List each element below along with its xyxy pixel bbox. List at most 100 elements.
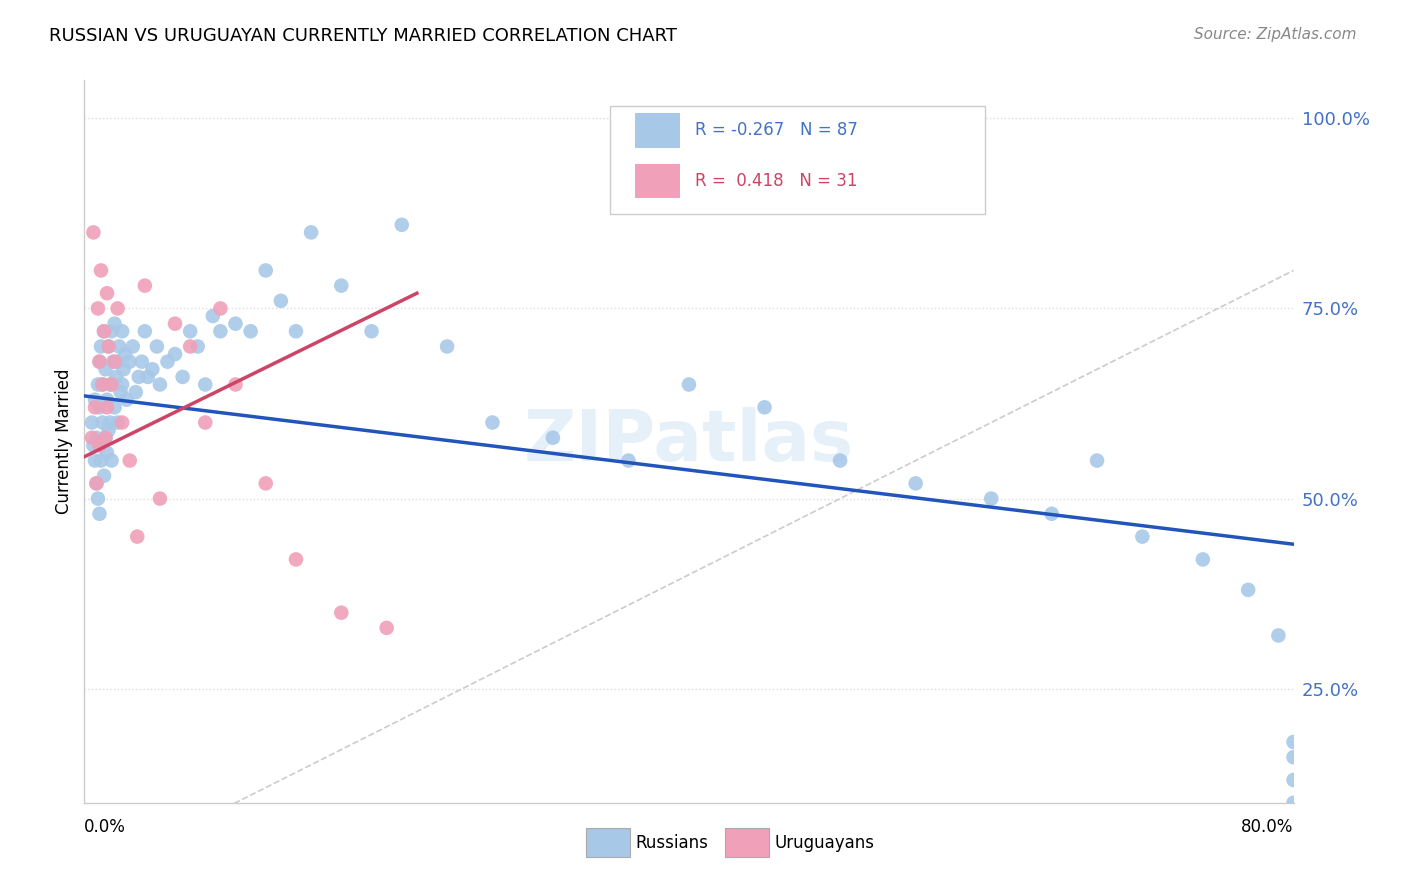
Point [87,301,110,316]
Point [131,354,153,368]
Point [94,431,117,445]
Point [617,453,640,467]
Point [91,377,114,392]
FancyBboxPatch shape [610,105,986,214]
Point [96,446,118,460]
Text: Russians: Russians [636,833,709,852]
Point [299,226,322,240]
Point [201,309,224,323]
Point [91,377,114,392]
Point [254,476,277,491]
Point [1282,750,1305,764]
Point [96,401,118,415]
Point [107,416,129,430]
Point [194,377,217,392]
FancyBboxPatch shape [725,828,769,857]
Point [104,401,127,415]
Point [1130,530,1153,544]
Point [239,324,262,338]
Point [121,339,143,353]
Point [375,621,398,635]
Point [80,416,103,430]
Point [89,438,111,452]
Point [97,339,120,353]
Point [754,401,776,415]
Point [100,453,122,467]
Point [156,354,179,368]
FancyBboxPatch shape [586,828,630,857]
Point [179,324,201,338]
Point [104,354,127,368]
Point [94,362,117,376]
Text: 0.0%: 0.0% [84,818,127,836]
Point [111,416,134,430]
Point [225,377,247,392]
Point [84,392,107,407]
Point [90,339,112,353]
Point [1282,796,1305,810]
FancyBboxPatch shape [634,113,681,147]
Point [128,370,150,384]
Point [96,392,118,407]
Point [101,354,124,368]
Text: R = -0.267   N = 87: R = -0.267 N = 87 [695,121,858,139]
Point [104,317,127,331]
Text: RUSSIAN VS URUGUAYAN CURRENTLY MARRIED CORRELATION CHART: RUSSIAN VS URUGUAYAN CURRENTLY MARRIED C… [49,27,678,45]
Point [149,377,172,392]
Point [1282,735,1305,749]
Point [1040,507,1063,521]
Point [118,453,141,467]
Point [90,453,112,467]
Point [84,453,107,467]
Y-axis label: Currently Married: Currently Married [55,368,73,515]
Point [111,324,134,338]
Point [165,347,187,361]
Point [980,491,1002,506]
FancyBboxPatch shape [634,163,681,198]
Point [82,438,104,452]
Point [134,278,156,293]
Point [391,218,413,232]
Point [82,226,104,240]
Point [98,377,121,392]
Point [225,317,247,331]
Point [481,416,503,430]
Point [93,468,115,483]
Point [360,324,382,338]
Text: ZIPatlas: ZIPatlas [524,407,853,476]
Point [97,423,120,437]
Point [98,416,121,430]
Point [89,401,111,415]
Point [146,339,169,353]
Point [97,339,120,353]
Point [108,339,131,353]
Point [134,324,156,338]
Point [187,339,209,353]
Point [110,385,132,400]
Point [436,339,458,353]
Point [80,431,103,445]
Point [254,263,277,277]
Point [90,263,112,277]
Point [1192,552,1215,566]
Point [194,416,217,430]
Point [89,354,111,368]
Point [93,324,115,338]
Point [127,530,149,544]
Point [678,377,700,392]
Point [118,354,141,368]
Point [904,476,927,491]
Point [330,606,353,620]
Point [830,453,852,467]
Point [115,392,138,407]
Point [141,362,163,376]
Point [111,377,134,392]
Point [149,491,172,506]
Point [93,324,115,338]
Point [541,431,564,445]
Point [136,370,159,384]
Point [114,347,136,361]
Point [330,278,353,293]
Point [100,324,122,338]
Point [1282,772,1305,787]
